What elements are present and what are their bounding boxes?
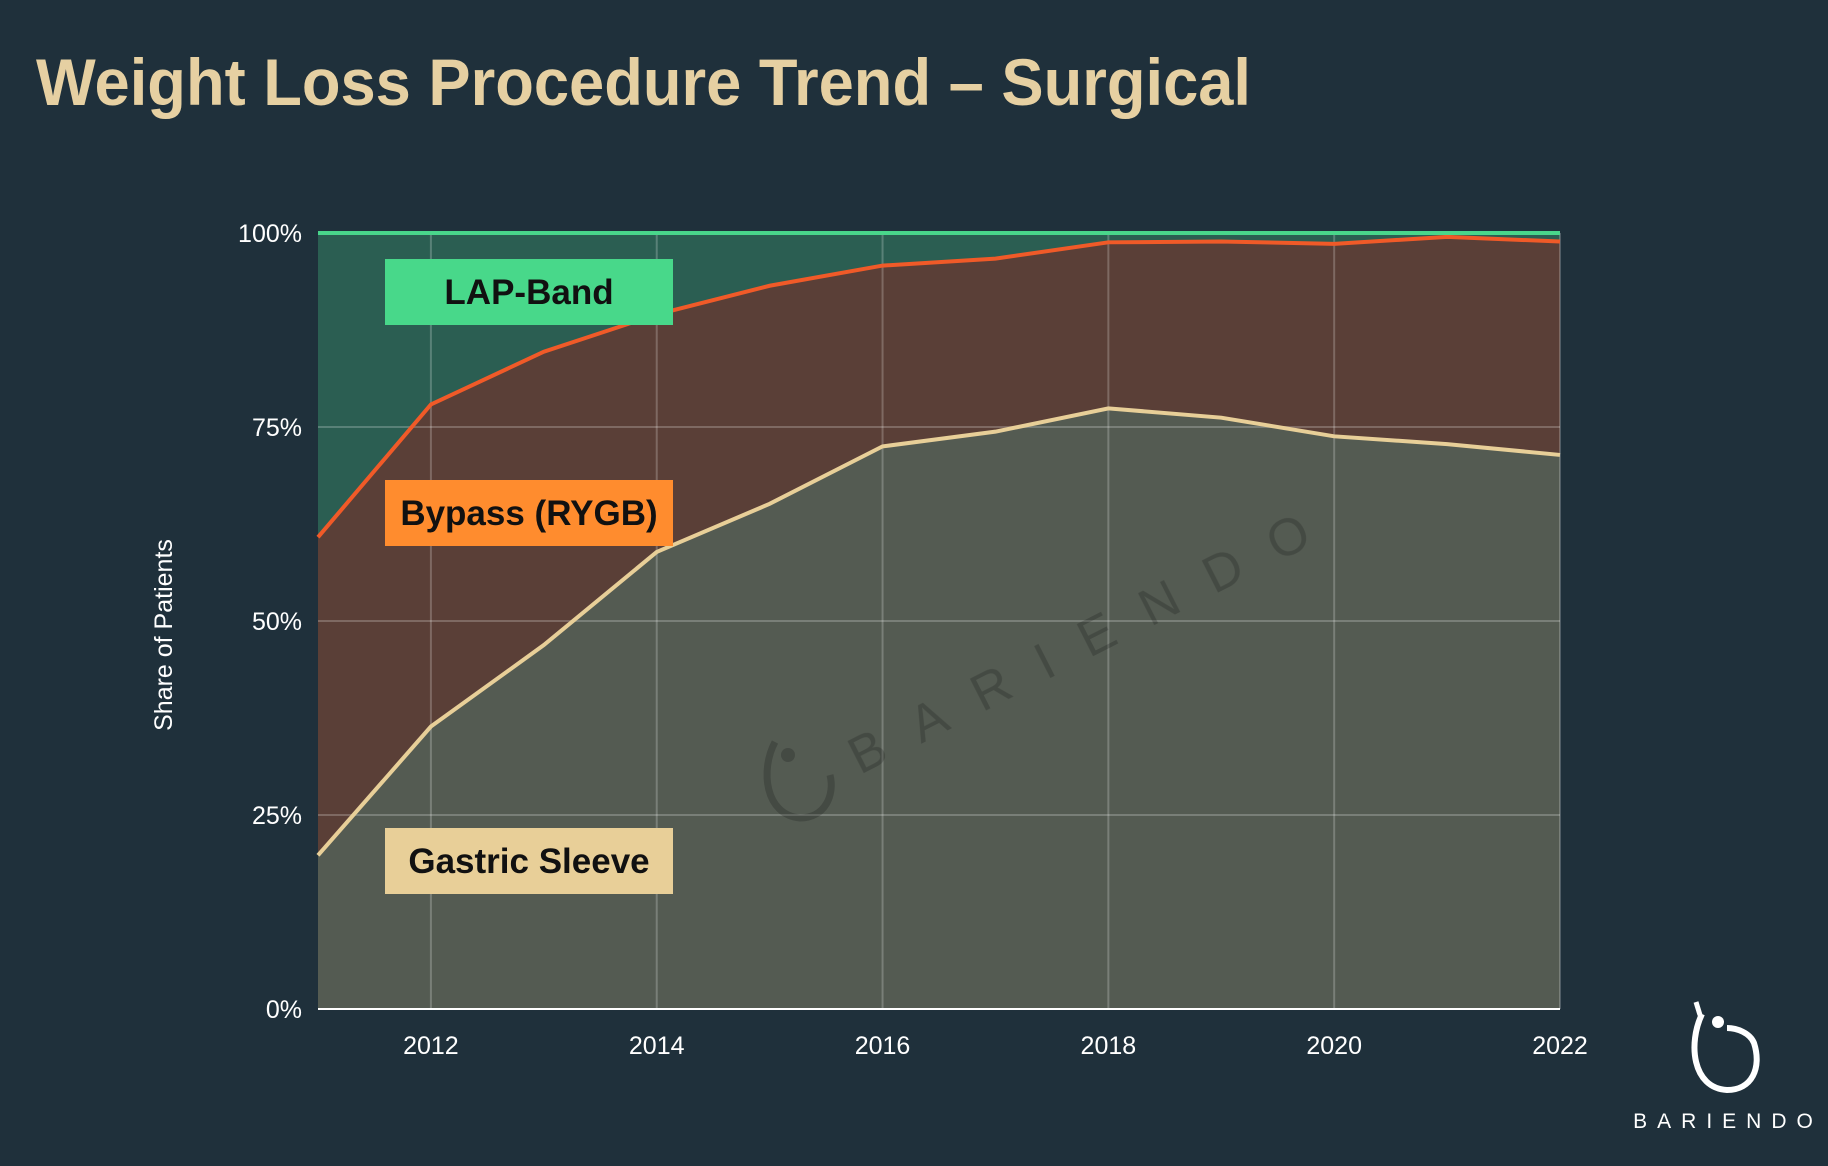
x-tick-label: 2012 (403, 1032, 459, 1060)
legend-label: Gastric Sleeve (408, 842, 649, 881)
y-tick-label: 50% (252, 608, 302, 636)
y-axis-label: Share of Patients (150, 539, 178, 731)
x-tick-label: 2018 (1081, 1032, 1137, 1060)
x-tick-label: 2016 (855, 1032, 911, 1060)
legend: Gastric Sleeve Bypass (RYGB) LAP-Band (385, 259, 673, 894)
legend-label: Bypass (RYGB) (400, 494, 657, 533)
x-tick-label: 2014 (629, 1032, 685, 1060)
chart-title: Weight Loss Procedure Trend – Surgical (36, 45, 1251, 119)
line-bypass-rygb (316, 234, 1561, 539)
legend-item: Bypass (RYGB) (385, 480, 673, 546)
y-tick-label: 100% (238, 220, 302, 248)
y-tick-label: 25% (252, 802, 302, 830)
legend-item: Gastric Sleeve (385, 828, 673, 894)
y-tick-label: 0% (266, 996, 302, 1024)
legend-swatch (385, 259, 673, 325)
grid (318, 232, 1561, 1010)
legend-swatch (385, 828, 673, 894)
line-gastric-sleeve (316, 406, 1561, 857)
brand-logo-icon (1691, 1001, 1760, 1094)
x-tick-label: 2020 (1306, 1032, 1362, 1060)
x-tick-label: 2022 (1532, 1032, 1588, 1060)
y-tick-label: 75% (252, 414, 302, 442)
legend-label: LAP-Band (444, 273, 613, 312)
watermark-logo-icon (763, 740, 835, 822)
legend-item: LAP-Band (385, 259, 673, 325)
legend-swatch (385, 480, 673, 546)
series-lines (316, 231, 1561, 857)
area-bypass-rygb (318, 236, 1560, 856)
axis-ticks: 0% 25% 50% 75% 100% 2012 2014 2016 2018 2020 2022 (238, 220, 1588, 1060)
brand-logo-text: BARIENDO (1633, 1110, 1823, 1133)
brand-logo: BARIENDO (1633, 1001, 1823, 1133)
